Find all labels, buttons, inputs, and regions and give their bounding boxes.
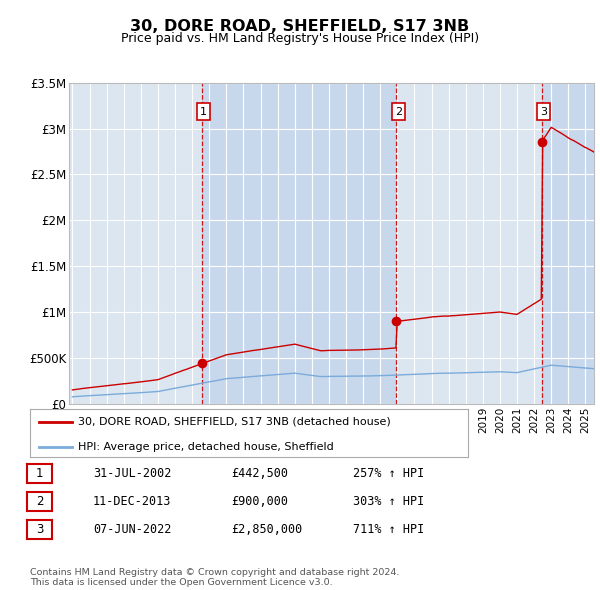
Text: Contains HM Land Registry data © Crown copyright and database right 2024.
This d: Contains HM Land Registry data © Crown c…: [30, 568, 400, 587]
Text: 30, DORE ROAD, SHEFFIELD, S17 3NB: 30, DORE ROAD, SHEFFIELD, S17 3NB: [130, 19, 470, 34]
Text: 3: 3: [36, 523, 43, 536]
Bar: [202, 83, 397, 404]
Text: 2: 2: [395, 107, 402, 117]
Text: 30, DORE ROAD, SHEFFIELD, S17 3NB (detached house): 30, DORE ROAD, SHEFFIELD, S17 3NB (detac…: [78, 417, 391, 427]
Text: 257% ↑ HPI: 257% ↑ HPI: [353, 467, 424, 480]
Text: Price paid vs. HM Land Registry's House Price Index (HPI): Price paid vs. HM Land Registry's House …: [121, 32, 479, 45]
Text: 07-JUN-2022: 07-JUN-2022: [93, 523, 172, 536]
Text: 1: 1: [200, 107, 207, 117]
Text: HPI: Average price, detached house, Sheffield: HPI: Average price, detached house, Shef…: [78, 441, 334, 451]
Text: £2,850,000: £2,850,000: [231, 523, 302, 536]
Text: £900,000: £900,000: [231, 495, 288, 508]
Text: £442,500: £442,500: [231, 467, 288, 480]
Text: 3: 3: [540, 107, 547, 117]
Text: 2: 2: [36, 495, 43, 508]
Text: 711% ↑ HPI: 711% ↑ HPI: [353, 523, 424, 536]
Text: 11-DEC-2013: 11-DEC-2013: [93, 495, 172, 508]
Bar: [542, 83, 594, 404]
Text: 303% ↑ HPI: 303% ↑ HPI: [353, 495, 424, 508]
Text: 1: 1: [36, 467, 43, 480]
Text: 31-JUL-2002: 31-JUL-2002: [93, 467, 172, 480]
